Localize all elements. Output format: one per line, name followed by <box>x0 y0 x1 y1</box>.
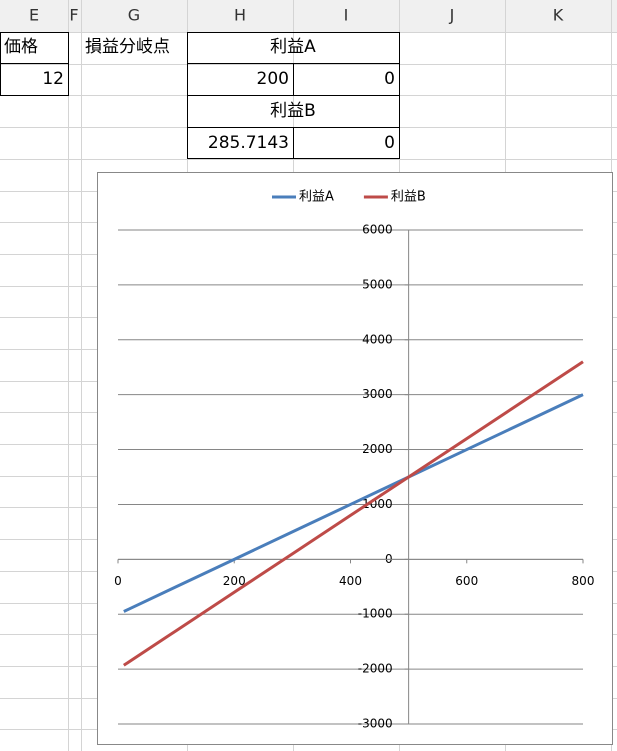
legend-label: 利益B <box>391 190 426 205</box>
y-tick-label: 3000 <box>362 387 393 401</box>
y-tick-label: -1000 <box>358 607 393 621</box>
column-header[interactable]: H <box>234 6 246 25</box>
column-header-bar <box>0 0 617 32</box>
x-tick-label: 200 <box>223 574 246 588</box>
column-header[interactable]: F <box>69 6 78 25</box>
column-header[interactable]: E <box>29 6 39 25</box>
cell[interactable]: 利益B <box>270 101 316 121</box>
cell[interactable]: 0 <box>384 133 395 153</box>
column-header[interactable]: G <box>128 6 140 25</box>
cell-borders <box>0 32 400 159</box>
y-tick-label: 1000 <box>362 497 393 511</box>
y-tick-label: -3000 <box>358 717 393 731</box>
y-tick-label: -2000 <box>358 662 393 676</box>
cell[interactable]: 0 <box>384 69 395 89</box>
y-tick-label: 2000 <box>362 442 393 456</box>
x-tick-label: 600 <box>455 574 478 588</box>
series-line <box>122 360 584 667</box>
cell[interactable]: 200 <box>257 69 289 89</box>
x-tick-label: 800 <box>572 574 595 588</box>
cell[interactable]: 12 <box>42 69 64 89</box>
column-header[interactable]: K <box>553 6 564 25</box>
column-header[interactable]: I <box>344 6 349 25</box>
x-tick-label: 0 <box>114 574 122 588</box>
y-tick-label: 6000 <box>362 223 393 237</box>
chart: -3000 -2000 -1000 0 1000 2000 3000 4000 5000 6000… <box>114 190 594 731</box>
chart-area[interactable] <box>97 172 613 745</box>
cell[interactable]: 利益A <box>270 37 316 57</box>
x-tick-label: 400 <box>339 574 362 588</box>
cell[interactable]: 損益分岐点 <box>85 37 170 57</box>
series-line <box>123 393 584 613</box>
cell[interactable]: 285.7143 <box>208 133 289 153</box>
column-header[interactable]: J <box>449 6 455 25</box>
cell[interactable]: 価格 <box>4 37 38 57</box>
y-tick-label: 4000 <box>362 332 393 346</box>
y-tick-label: 5000 <box>362 277 393 291</box>
legend-label: 利益A <box>299 190 334 205</box>
